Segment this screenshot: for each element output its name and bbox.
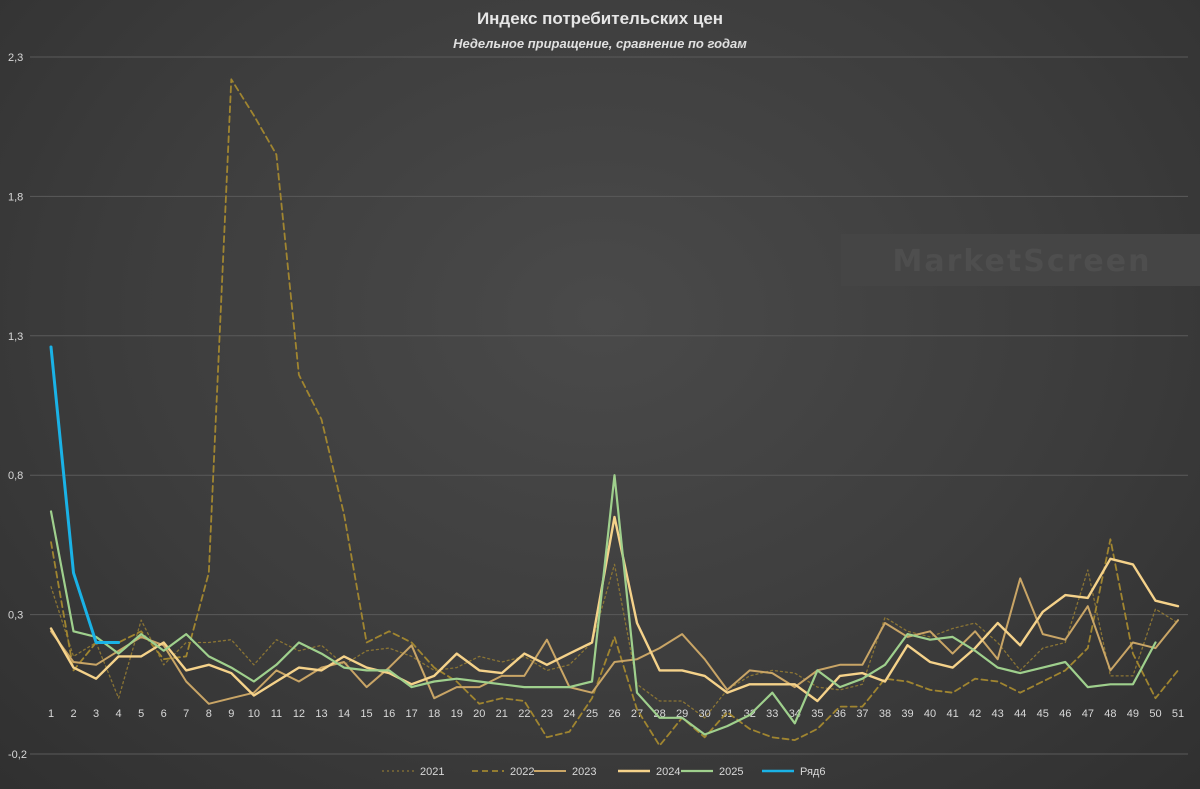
x-tick-label: 8 (206, 708, 212, 720)
x-tick-label: 6 (161, 708, 167, 720)
x-tick-label: 3 (93, 708, 99, 720)
series-lines (49, 78, 1180, 747)
x-tick-label: 22 (518, 708, 530, 720)
legend-label: 2023 (572, 766, 596, 778)
x-tick-label: 20 (473, 708, 485, 720)
chart-title: Индекс потребительских цен (476, 9, 724, 28)
chart-subtitle: Недельное приращение, сравнение по годам (453, 36, 747, 51)
x-tick-label: 35 (811, 708, 823, 720)
x-tick-label: 7 (183, 708, 189, 720)
x-tick-label: 19 (451, 708, 463, 720)
watermark: MarketScreen (841, 234, 1200, 286)
x-tick-label: 38 (879, 708, 891, 720)
x-tick-label: 23 (541, 708, 553, 720)
watermark-text: MarketScreen (893, 244, 1152, 279)
y-tick-label: -0,2 (8, 749, 27, 761)
y-tick-label: 1,8 (8, 191, 23, 203)
x-tick-label: 11 (271, 708, 282, 720)
legend-label: 2022 (510, 766, 534, 778)
x-tick-label: 31 (721, 708, 733, 720)
x-tick-label: 47 (1082, 708, 1094, 720)
legend-label: 2021 (420, 766, 444, 778)
x-tick-label: 13 (315, 708, 327, 720)
x-tick-label: 50 (1149, 708, 1161, 720)
x-tick-label: 41 (946, 708, 958, 720)
x-tick-label: 42 (969, 708, 981, 720)
gridlines (30, 56, 1188, 755)
x-tick-label: 49 (1127, 708, 1139, 720)
x-tick-label: 17 (406, 708, 418, 720)
x-tick-label: 44 (1014, 708, 1026, 720)
x-tick-label: 46 (1059, 708, 1071, 720)
x-tick-label: 21 (496, 708, 508, 720)
x-tick-label: 30 (699, 708, 711, 720)
x-tick-label: 14 (338, 708, 350, 720)
x-tick-label: 24 (563, 708, 575, 720)
x-tick-label: 9 (228, 708, 234, 720)
x-tick-label: 48 (1104, 708, 1116, 720)
x-tick-label: 2 (70, 708, 76, 720)
legend-label: 2025 (719, 766, 743, 778)
series-line-4 (49, 474, 1157, 736)
legend-label: Ряд6 (800, 766, 825, 778)
x-tick-label: 26 (608, 708, 620, 720)
x-tick-label: 12 (293, 708, 305, 720)
x-tick-label: 43 (992, 708, 1004, 720)
x-tick-label: 15 (360, 708, 372, 720)
y-tick-label: 2,3 (8, 52, 23, 64)
series-line-3 (49, 515, 1180, 703)
y-tick-label: 0,3 (8, 610, 23, 622)
series-line-5 (49, 345, 121, 644)
x-tick-label: 16 (383, 708, 395, 720)
x-tick-label: 5 (138, 708, 144, 720)
x-tick-label: 39 (901, 708, 913, 720)
x-tick-label: 40 (924, 708, 936, 720)
x-tick-label: 1 (48, 708, 54, 720)
legend-label: 2024 (656, 766, 680, 778)
legend: 2021 2022 2023 2024 2025 Ряд6 (382, 766, 825, 778)
x-tick-label: 51 (1172, 708, 1184, 720)
x-tick-label: 10 (248, 708, 260, 720)
x-tick-label: 33 (766, 708, 778, 720)
y-axis-ticks: -0,2 0,3 0,8 1,3 1,8 2,3 (8, 52, 27, 761)
series-line-0 (50, 563, 1179, 719)
x-tick-label: 36 (834, 708, 846, 720)
series-line-1 (50, 78, 1179, 747)
x-tick-label: 4 (116, 708, 122, 720)
x-tick-label: 27 (631, 708, 643, 720)
series-line-2 (50, 577, 1179, 705)
y-tick-label: 0,8 (8, 470, 23, 482)
x-tick-label: 37 (856, 708, 868, 720)
y-tick-label: 1,3 (8, 331, 23, 343)
x-tick-label: 25 (586, 708, 598, 720)
x-tick-label: 18 (428, 708, 440, 720)
x-axis-ticks: 1 2 3 4 5 6 7 8 9 10 11 12 13 14 15 16 17 18 19 20 21 22 23 24 2… (48, 708, 1184, 720)
x-tick-label: 45 (1037, 708, 1049, 720)
